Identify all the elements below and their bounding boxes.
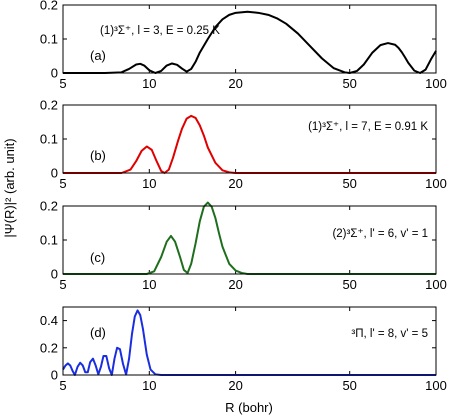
panel-annotation: ³Π, l' = 8, v' = 5 <box>351 328 428 340</box>
plot-frame <box>62 205 437 275</box>
x-tick-label: 5 <box>59 76 66 91</box>
panel-annotation: (1)³Σ⁺, l = 3, E = 0.25 K <box>100 25 220 37</box>
panel-annotation: (1)³Σ⁺, l = 7, E = 0.91 K <box>308 121 428 133</box>
x-tick-label: 50 <box>342 176 356 191</box>
x-tick-label: 50 <box>342 378 356 393</box>
y-tick-label: 0 <box>51 267 58 282</box>
x-tick-label: 5 <box>59 277 66 292</box>
series-line-a <box>63 10 437 74</box>
x-tick-label: 5 <box>59 176 66 191</box>
x-tick-label: 100 <box>425 176 447 191</box>
panel-c: 5 10 20 50 100 0 0.1 0.2 (2)³Σ⁺, l' = 6, v' = 1 (… <box>40 199 447 293</box>
series-line-d <box>62 309 436 376</box>
panel-a: 5 10 20 50 100 0 0.1 0.2 (1)³Σ⁺, l = 3, E = 0.25… <box>40 0 447 91</box>
y-tick-label: 0.2 <box>40 199 58 214</box>
panel-label: (d) <box>90 325 106 340</box>
plot-frame <box>62 104 437 174</box>
plot-frame <box>62 4 437 74</box>
x-tick-label: 50 <box>342 76 356 91</box>
plot-frame <box>62 306 437 376</box>
panel-b: 5 10 20 50 100 0 0.1 0.2 (1)³Σ⁺, l = 7, E = 0.91… <box>40 98 447 192</box>
y-tick-label: 0.1 <box>40 32 58 47</box>
y-axis-label: |Ψ(R)|² (arb. unit) <box>2 138 17 237</box>
x-tick-label: 100 <box>425 378 447 393</box>
y-tick-label: 0.4 <box>40 313 58 328</box>
x-tick-label: 50 <box>342 277 356 292</box>
x-tick-label: 5 <box>59 378 66 393</box>
y-tick-label: 0.2 <box>40 98 58 113</box>
x-tick-label: 10 <box>142 378 156 393</box>
x-tick-label: 20 <box>228 76 242 91</box>
x-tick-label: 10 <box>142 277 156 292</box>
x-tick-label: 10 <box>142 76 156 91</box>
x-axis-label: R (bohr) <box>225 400 273 415</box>
y-tick-label: 0 <box>51 166 58 181</box>
series-line-c <box>63 201 436 275</box>
panel-annotation: (2)³Σ⁺, l' = 6, v' = 1 <box>332 228 428 240</box>
x-tick-label: 20 <box>228 277 242 292</box>
panel-label: (b) <box>90 148 106 163</box>
x-tick-label: 100 <box>425 76 447 91</box>
x-tick-label: 100 <box>425 277 447 292</box>
y-tick-label: 0 <box>51 66 58 81</box>
y-tick-label: 0 <box>51 368 58 383</box>
y-tick-label: 0.1 <box>40 132 58 147</box>
series-line-b <box>63 114 436 174</box>
x-tick-label: 20 <box>228 176 242 191</box>
x-tick-label: 10 <box>142 176 156 191</box>
panel-d: 5 10 20 50 100 0 0.2 0.4 ³Π, l' = 8, v' = 5 (d) <box>40 306 447 393</box>
y-tick-label: 0.2 <box>40 0 58 13</box>
panel-label: (a) <box>90 48 106 63</box>
panel-label: (c) <box>90 250 105 265</box>
y-tick-label: 0.1 <box>40 233 58 248</box>
y-tick-label: 0.2 <box>40 340 58 355</box>
x-tick-label: 20 <box>228 378 242 393</box>
